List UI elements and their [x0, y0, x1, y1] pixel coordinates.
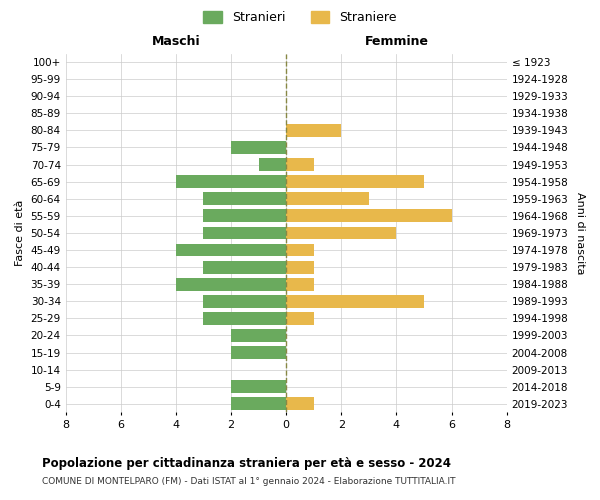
Bar: [286, 398, 314, 410]
Bar: [231, 380, 286, 393]
Legend: Stranieri, Straniere: Stranieri, Straniere: [198, 6, 402, 29]
Bar: [231, 329, 286, 342]
Bar: [286, 295, 424, 308]
Bar: [231, 141, 286, 154]
Text: Maschi: Maschi: [152, 36, 200, 49]
Bar: [286, 124, 341, 137]
Bar: [259, 158, 286, 171]
Bar: [286, 260, 314, 274]
Bar: [203, 295, 286, 308]
Bar: [286, 278, 314, 290]
Bar: [286, 210, 452, 222]
Text: Femmine: Femmine: [364, 36, 428, 49]
Bar: [203, 192, 286, 205]
Y-axis label: Fasce di età: Fasce di età: [15, 200, 25, 266]
Y-axis label: Anni di nascita: Anni di nascita: [575, 192, 585, 274]
Text: COMUNE DI MONTELPARO (FM) - Dati ISTAT al 1° gennaio 2024 - Elaborazione TUTTITA: COMUNE DI MONTELPARO (FM) - Dati ISTAT a…: [42, 478, 455, 486]
Bar: [286, 192, 369, 205]
Bar: [286, 158, 314, 171]
Bar: [286, 176, 424, 188]
Bar: [176, 176, 286, 188]
Bar: [176, 244, 286, 256]
Bar: [203, 312, 286, 325]
Bar: [231, 346, 286, 359]
Bar: [203, 226, 286, 239]
Bar: [203, 210, 286, 222]
Bar: [286, 244, 314, 256]
Bar: [203, 260, 286, 274]
Text: Popolazione per cittadinanza straniera per età e sesso - 2024: Popolazione per cittadinanza straniera p…: [42, 458, 451, 470]
Bar: [286, 312, 314, 325]
Bar: [231, 398, 286, 410]
Bar: [286, 226, 397, 239]
Bar: [176, 278, 286, 290]
